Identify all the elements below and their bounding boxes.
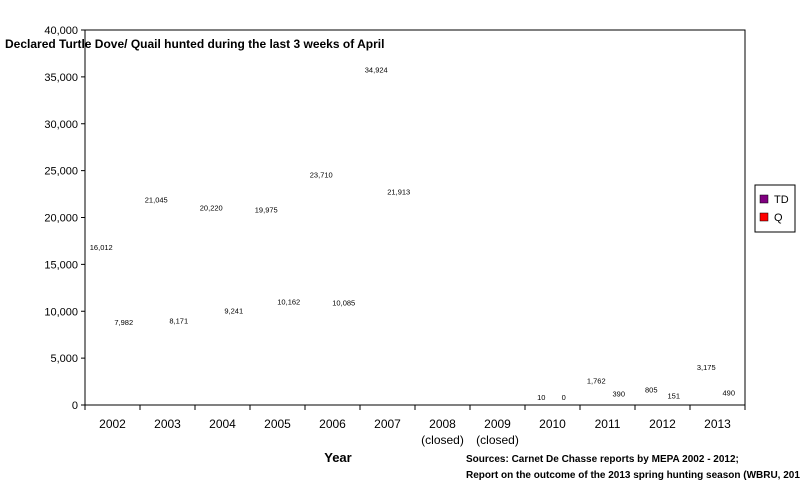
legend-label-q: Q (774, 212, 783, 224)
x-axis-label: Year (324, 450, 351, 465)
data-label-td-2005: 19,975 (255, 206, 278, 215)
chart-title: Declared Turtle Dove/ Quail hunted durin… (5, 37, 384, 51)
x-tick-labels: 2002 2003 2004 2005 2006 2007 2008 (closed) 2009… (99, 417, 731, 447)
x-tick-label: 2008 (429, 417, 456, 431)
legend-label-td: TD (774, 194, 789, 206)
data-label-td-2003: 21,045 (145, 196, 168, 205)
y-tick-label: 10,000 (44, 306, 78, 318)
x-tick-label: 2012 (649, 417, 676, 431)
legend-swatch-q (759, 212, 769, 222)
data-label-q-2004: 9,241 (224, 306, 243, 315)
x-tick-label: (closed) (421, 433, 464, 447)
legend: TD Q (754, 184, 796, 233)
plot-area (84, 29, 746, 406)
source-line-1: Sources: Carnet De Chasse reports by MEP… (466, 454, 739, 465)
x-tick-label: (closed) (476, 433, 519, 447)
x-tick-label: 2005 (264, 417, 291, 431)
data-label-td-2007: 34,924 (365, 66, 388, 75)
x-tick-label: 2007 (374, 417, 401, 431)
x-tick-label: 2009 (484, 417, 511, 431)
y-tick-label: 0 (72, 400, 78, 412)
y-tick-label: 20,000 (44, 213, 78, 225)
legend-box (754, 184, 796, 233)
y-tick-label: 5,000 (50, 353, 78, 365)
data-label-q-2007: 21,913 (387, 188, 410, 197)
x-tick-label: 2011 (595, 417, 621, 431)
source-line-2: Report on the outcome of the 2013 spring… (466, 470, 800, 481)
data-label-q-2011: 390 (612, 389, 625, 398)
x-tick-label: 2006 (319, 417, 346, 431)
data-label-q-2003: 8,171 (169, 316, 188, 325)
data-label-q-2010: 0 (562, 393, 566, 402)
y-tick-label: 40,000 (44, 25, 78, 37)
data-label-td-2013: 3,175 (697, 363, 716, 372)
data-label-td-2011: 1,762 (587, 376, 606, 385)
data-label-td-2006: 23,710 (310, 171, 333, 180)
data-labels: 16,012 21,045 20,220 19,975 23,710 34,924 10 1,… (90, 66, 735, 402)
data-label-q-2005: 10,162 (277, 298, 300, 307)
x-tick-label: 2004 (209, 417, 236, 431)
y-tick-labels: 0 5,000 10,000 15,000 20,000 25,000 30,000 35,0… (44, 25, 78, 412)
y-tick-label: 25,000 (44, 166, 78, 178)
data-label-q-2013: 490 (722, 388, 735, 397)
y-tick-label: 35,000 (44, 72, 78, 84)
x-tick-label: 2002 (99, 417, 126, 431)
data-label-td-2010: 10 (537, 393, 545, 402)
x-tick-label: 2013 (704, 417, 731, 431)
legend-swatch-td (759, 194, 769, 204)
y-tick-label: 15,000 (44, 259, 78, 271)
y-tick-label: 30,000 (44, 119, 78, 131)
axes (81, 29, 746, 410)
data-label-td-2004: 20,220 (200, 203, 223, 212)
data-label-q-2012: 151 (667, 392, 680, 401)
x-tick-label: 2003 (154, 417, 181, 431)
data-label-q-2006: 10,085 (332, 298, 355, 307)
x-tick-label: 2010 (539, 417, 566, 431)
data-label-td-2002: 16,012 (90, 243, 113, 252)
data-label-q-2002: 7,982 (114, 318, 133, 327)
data-label-td-2012: 805 (645, 385, 658, 394)
